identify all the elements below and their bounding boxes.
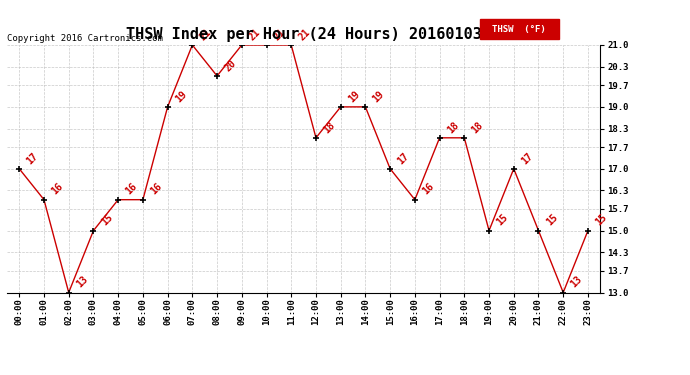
Text: 15: 15 [544, 213, 560, 228]
Text: 13: 13 [569, 274, 584, 290]
Text: 15: 15 [99, 213, 115, 228]
Text: 19: 19 [346, 89, 362, 104]
Text: 19: 19 [371, 89, 386, 104]
Text: 18: 18 [322, 120, 337, 135]
Text: 16: 16 [50, 182, 65, 197]
Text: 21: 21 [198, 27, 213, 42]
Text: 17: 17 [395, 151, 411, 166]
Text: THSW  (°F): THSW (°F) [493, 25, 546, 34]
Text: 18: 18 [470, 120, 485, 135]
Text: 16: 16 [420, 182, 436, 197]
Text: 15: 15 [593, 213, 609, 228]
Text: 18: 18 [445, 120, 460, 135]
Text: 20: 20 [223, 58, 238, 73]
Text: 21: 21 [297, 27, 312, 42]
Text: 17: 17 [25, 151, 40, 166]
Text: 16: 16 [124, 182, 139, 197]
Text: 21: 21 [247, 27, 263, 42]
Text: 19: 19 [173, 89, 188, 104]
Text: Copyright 2016 Cartronics.com: Copyright 2016 Cartronics.com [7, 33, 163, 42]
Text: 15: 15 [495, 213, 510, 228]
Text: 16: 16 [148, 182, 164, 197]
Title: THSW Index per Hour (24 Hours) 20160103: THSW Index per Hour (24 Hours) 20160103 [126, 27, 482, 42]
Text: 13: 13 [75, 274, 90, 290]
Text: 17: 17 [520, 151, 535, 166]
Text: 21: 21 [272, 27, 288, 42]
